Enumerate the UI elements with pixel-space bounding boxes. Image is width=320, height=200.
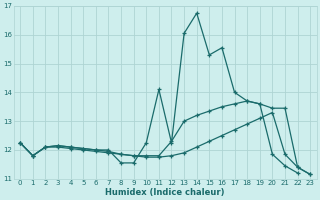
X-axis label: Humidex (Indice chaleur): Humidex (Indice chaleur) [106, 188, 225, 197]
